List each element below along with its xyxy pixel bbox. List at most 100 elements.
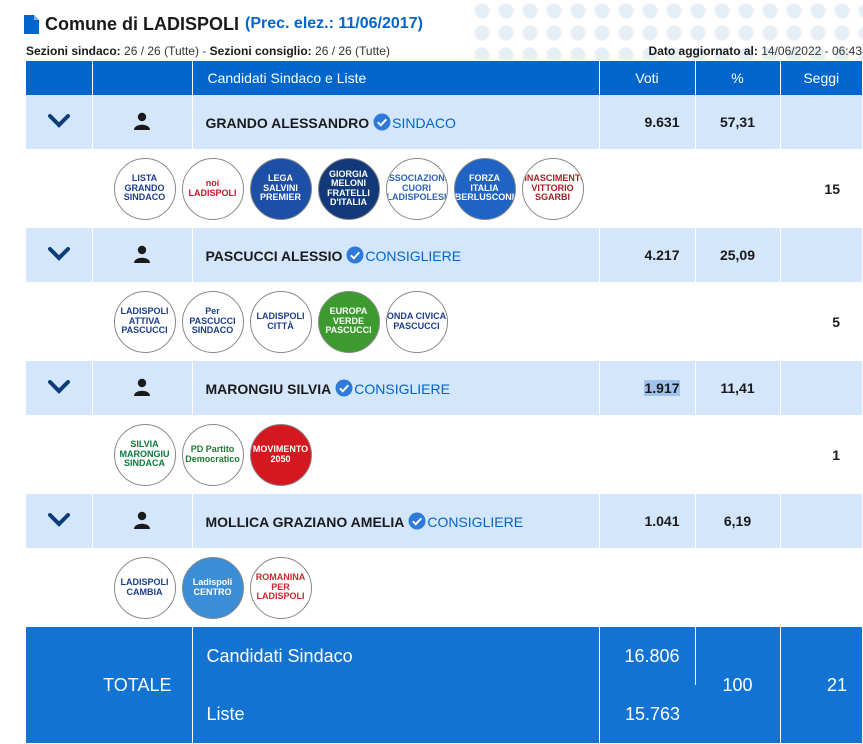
header-candidates: Candidati Sindaco e Liste	[192, 61, 600, 95]
candidate-seats-empty	[780, 228, 862, 282]
candidate-row: GRANDO ALESSANDRO SINDACO 9.631 57,31	[26, 95, 862, 149]
lists-seats: 15	[780, 149, 862, 228]
person-icon	[134, 378, 150, 396]
header-expand-col	[26, 61, 93, 95]
person-icon	[134, 511, 150, 529]
verified-check-icon	[373, 113, 391, 131]
party-logo: MOVIMENTO 2050	[249, 423, 312, 486]
header-icon-col	[92, 61, 193, 95]
candidate-votes-cell: 4.217	[599, 228, 696, 282]
sez-consiglio-label: Sezioni consiglio:	[209, 44, 312, 58]
candidate-name-cell: MOLLICA GRAZIANO AMELIA CONSIGLIERE	[192, 494, 600, 548]
verified-check-icon	[408, 512, 426, 530]
page-header: Comune di LADISPOLI (Prec. elez.: 11/06/…	[24, 10, 423, 38]
candidate-votes: 1.041	[644, 513, 680, 529]
decorative-dot-pattern	[470, 0, 863, 60]
party-logo: Per PASCUCCI SINDACO	[181, 290, 244, 353]
candidate-percent: 57,31	[695, 95, 781, 149]
totals-seats: 21	[780, 627, 862, 743]
lists-seats: 1	[780, 415, 862, 494]
candidate-votes-cell: 1.917	[599, 361, 696, 415]
lists-percent-empty	[695, 149, 781, 228]
expand-toggle[interactable]	[26, 95, 93, 149]
candidate-percent: 25,09	[695, 228, 781, 282]
chevron-down-icon	[47, 113, 70, 128]
candidate-icon-cell	[92, 228, 193, 282]
sez-consiglio-value: 26 / 26 (Tutte)	[315, 44, 390, 58]
party-logos: LISTA GRANDO SINDACO noi LADISPOLI LEGA SA…	[113, 157, 695, 220]
lists-seats	[780, 548, 862, 627]
sez-sindaco-label: Sezioni sindaco:	[26, 44, 121, 58]
lists-logos-cell: SILVIA MARONGIU SINDACA PD Partito Democr…	[92, 415, 696, 494]
party-logo: Ladispoli CENTRO	[181, 556, 244, 619]
candidate-icon-cell	[92, 361, 193, 415]
totals-row: Liste 15.763	[26, 685, 862, 743]
lists-logos-cell: LADISPOLI CAMBIA Ladispoli CENTRO ROMANINA…	[92, 548, 696, 627]
separator: -	[202, 44, 207, 58]
lists-logos-cell: LADISPOLI ATTIVA PASCUCCI Per PASCUCCI SI…	[92, 282, 696, 361]
party-logos: LADISPOLI CAMBIA Ladispoli CENTRO ROMANINA…	[113, 556, 695, 619]
party-logo: SILVIA MARONGIU SINDACA	[113, 423, 176, 486]
table-header-row: Candidati Sindaco e Liste Voti % Seggi	[26, 61, 862, 95]
party-logo: EUROPA VERDE PASCUCCI	[317, 290, 380, 353]
results-table: Candidati Sindaco e Liste Voti % Seggi G…	[26, 61, 862, 743]
lists-row: LISTA GRANDO SINDACO noi LADISPOLI LEGA SA…	[26, 149, 862, 228]
party-logo: LISTA GRANDO SINDACO	[113, 157, 176, 220]
candidate-seats-empty	[780, 361, 862, 415]
lists-spacer	[26, 149, 93, 228]
candidate-name: PASCUCCI ALESSIO	[205, 248, 343, 264]
party-logo: noi LADISPOLI	[181, 157, 244, 220]
table-body: GRANDO ALESSANDRO SINDACO 9.631 57,31 LISTA …	[26, 95, 862, 743]
lists-spacer	[26, 548, 93, 627]
totals-percent: 100	[695, 627, 781, 743]
party-logo: FORZA ITALIA BERLUSCONI	[453, 157, 516, 220]
candidate-votes: 9.631	[644, 114, 680, 130]
totals-liste-label: Liste	[192, 685, 600, 743]
totals-label: TOTALE	[26, 627, 193, 743]
candidate-votes: 4.217	[644, 247, 680, 263]
person-icon	[134, 112, 150, 130]
candidate-name-cell: PASCUCCI ALESSIO CONSIGLIERE	[192, 228, 600, 282]
totals-sindaco-votes: 16.806	[599, 627, 696, 685]
party-logo: PD Partito Democratico	[181, 423, 244, 486]
candidate-seats-empty	[780, 95, 862, 149]
candidate-name-cell: MARONGIU SILVIA CONSIGLIERE	[192, 361, 600, 415]
page-title: Comune di LADISPOLI	[45, 13, 240, 34]
updated-label: Dato aggiornato al:	[648, 44, 758, 58]
header-seats: Seggi	[780, 61, 862, 95]
verified-check-icon	[346, 246, 364, 264]
party-logo: LADISPOLI ATTIVA PASCUCCI	[113, 290, 176, 353]
candidate-row: PASCUCCI ALESSIO CONSIGLIERE 4.217 25,09	[26, 228, 862, 282]
candidate-name-cell: GRANDO ALESSANDRO SINDACO	[192, 95, 600, 149]
candidate-row: MOLLICA GRAZIANO AMELIA CONSIGLIERE 1.041 6…	[26, 494, 862, 548]
candidate-seats-empty	[780, 494, 862, 548]
candidate-name: MOLLICA GRAZIANO AMELIA	[205, 514, 405, 530]
totals-liste-votes: 15.763	[599, 685, 695, 743]
party-logo: RINASCIMENTO VITTORIO SGARBI	[521, 157, 584, 220]
candidate-votes-cell: 1.041	[599, 494, 696, 548]
previous-election-link[interactable]: (Prec. elez.: 11/06/2017)	[245, 15, 423, 32]
party-logo: ASSOCIAZIONE CUORI LADISPOLESI	[385, 157, 448, 220]
candidate-percent: 6,19	[695, 494, 781, 548]
party-logo: LADISPOLI CITTÀ	[249, 290, 312, 353]
updated-value: 14/06/2022 - 06:43	[761, 44, 862, 58]
party-logo: ROMANINA PER LADISPOLI	[249, 556, 312, 619]
lists-row: LADISPOLI CAMBIA Ladispoli CENTRO ROMANINA…	[26, 548, 862, 627]
expand-toggle[interactable]	[26, 361, 93, 415]
header-votes: Voti	[599, 61, 696, 95]
person-icon	[134, 245, 150, 263]
candidate-name: GRANDO ALESSANDRO	[205, 115, 370, 131]
party-logo: LEGA SALVINI PREMIER	[249, 157, 312, 220]
expand-toggle[interactable]	[26, 494, 93, 548]
candidate-name: MARONGIU SILVIA	[205, 381, 332, 397]
totals-row: TOTALE Candidati Sindaco 16.806 100 21	[26, 627, 862, 743]
sez-sindaco-value: 26 / 26 (Tutte)	[124, 44, 199, 58]
updated-info: Dato aggiornato al: 14/06/2022 - 06:43	[649, 44, 862, 58]
chevron-down-icon	[47, 379, 70, 394]
lists-percent-empty	[695, 282, 781, 361]
chevron-down-icon	[47, 512, 70, 527]
totals-sindaco-label: Candidati Sindaco	[192, 627, 600, 685]
expand-toggle[interactable]	[26, 228, 93, 282]
chevron-down-icon	[47, 246, 70, 261]
party-logo: ONDA CIVICA PASCUCCI	[385, 290, 448, 353]
